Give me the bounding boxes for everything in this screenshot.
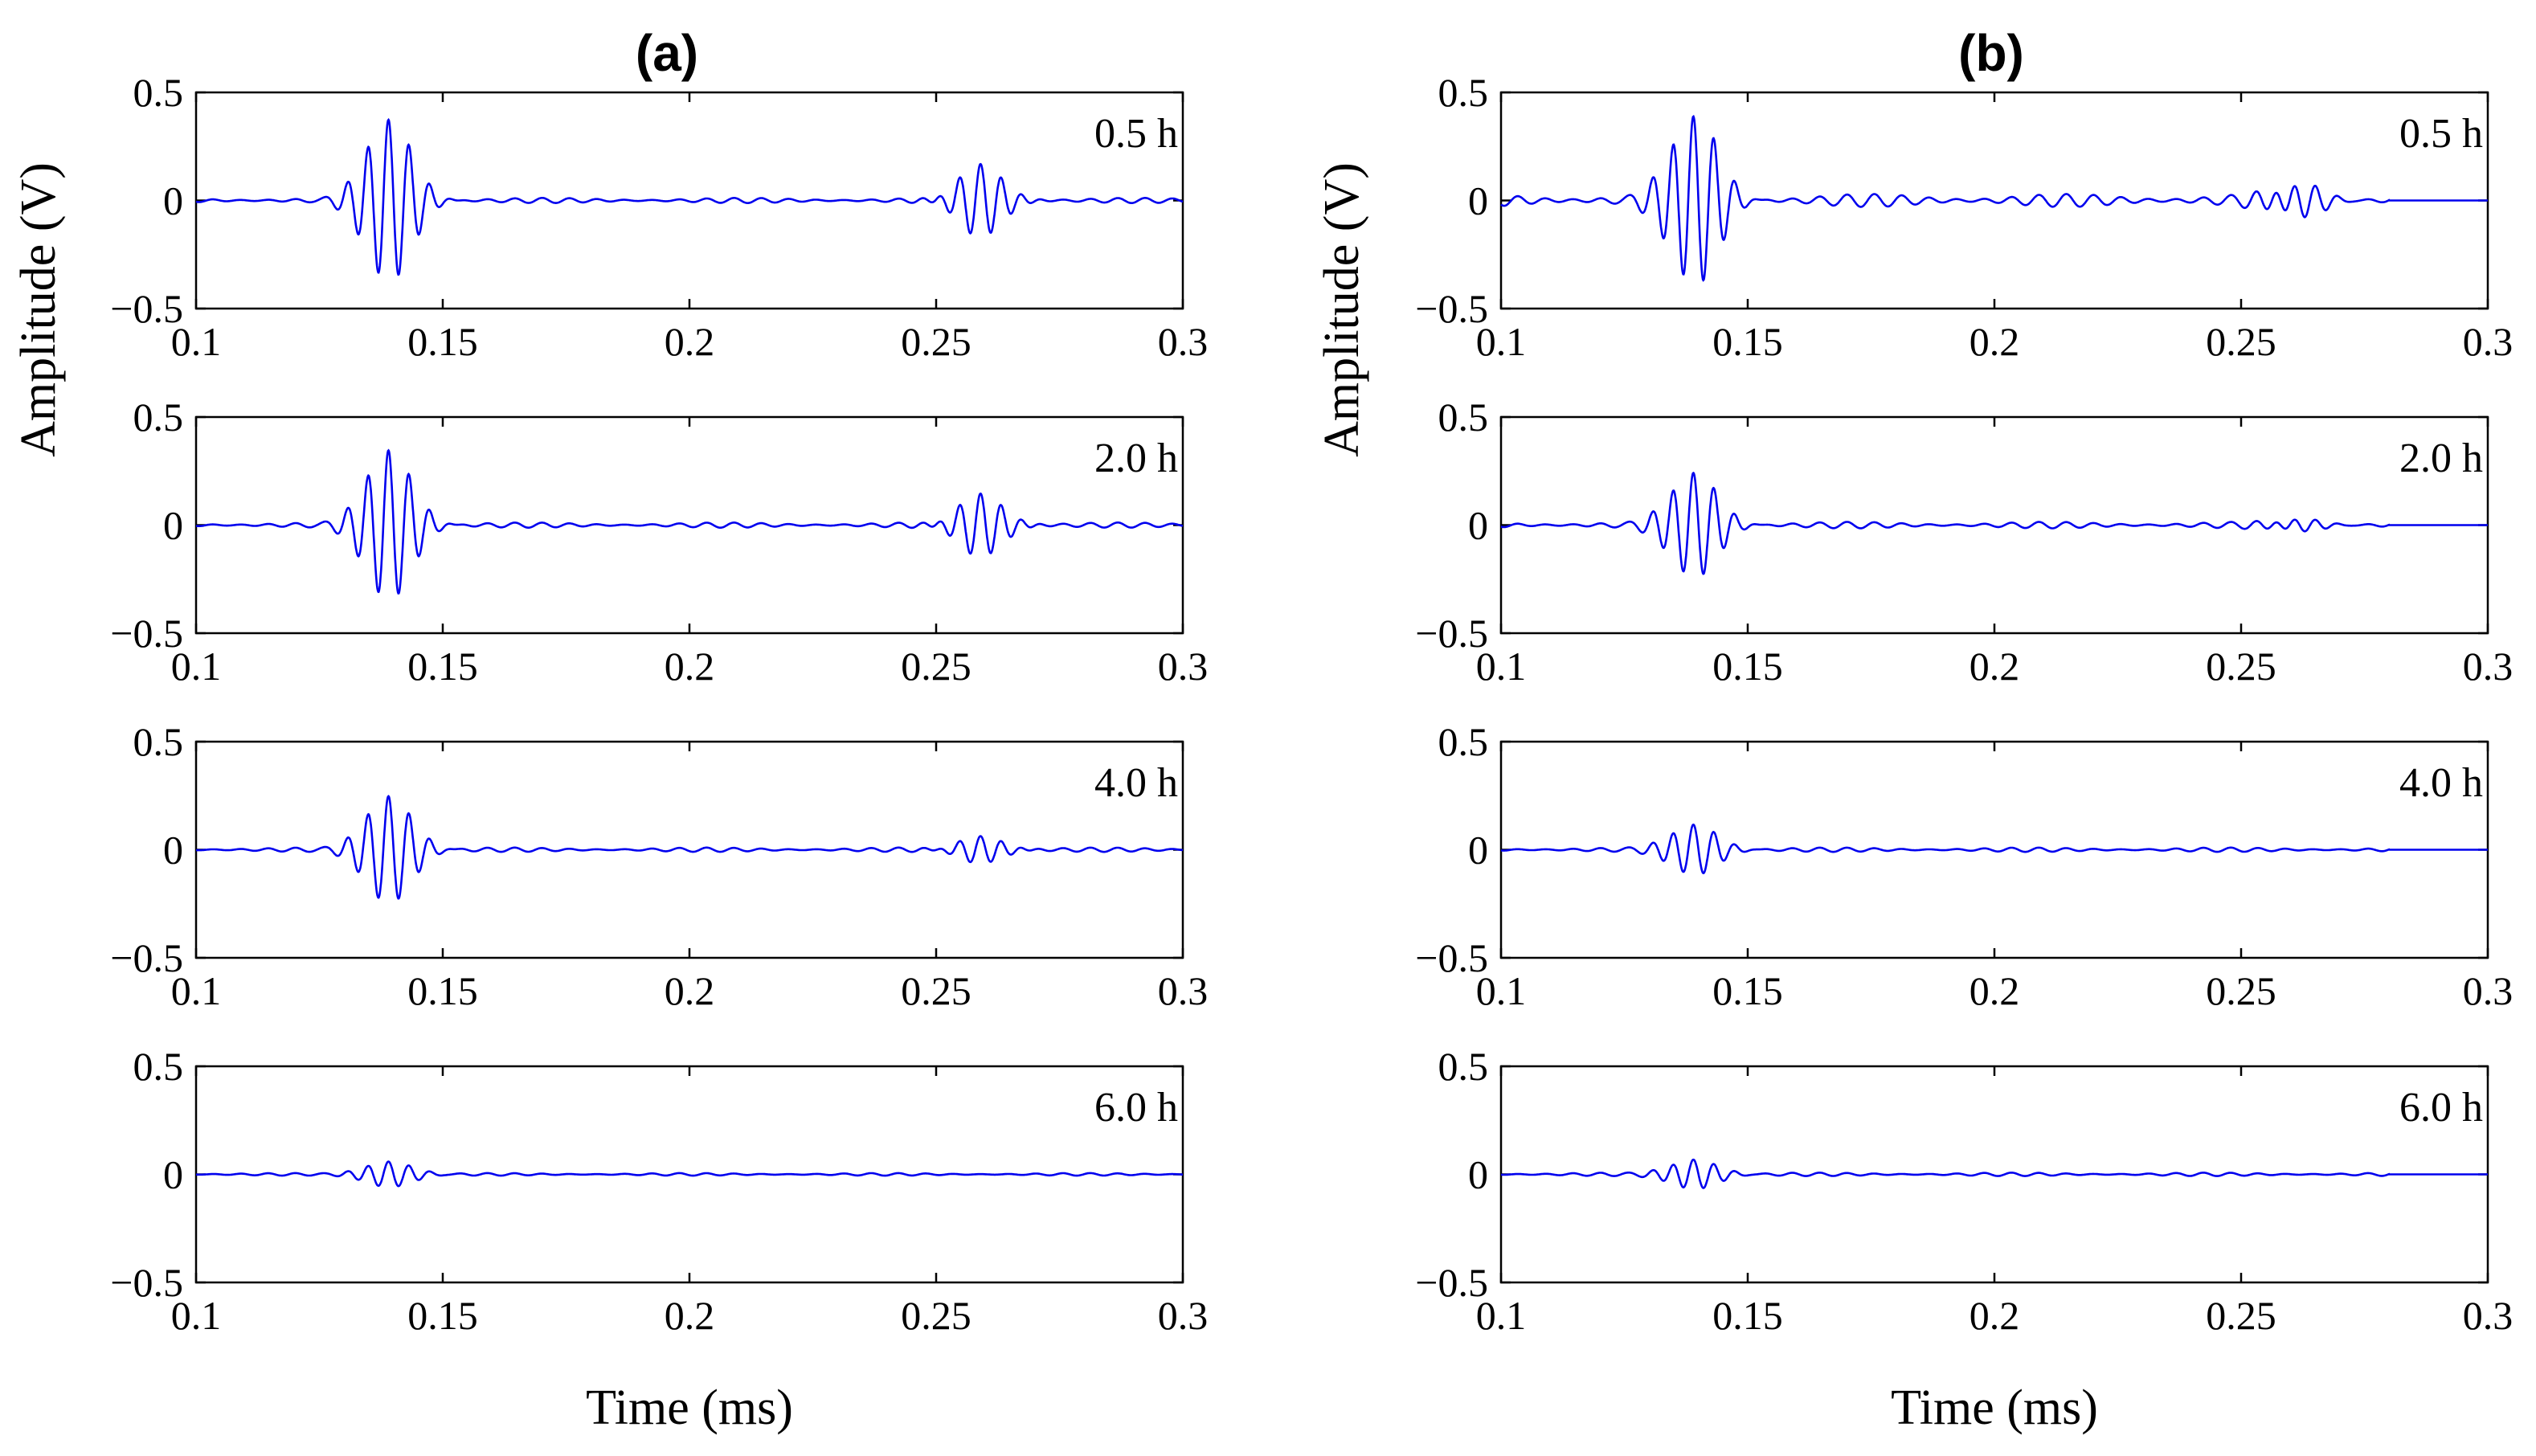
subplot-0-1: 0.1 0.15 0.2 0.25 0.3 −0.5 0 0.5 2.0 h: [110, 395, 1208, 689]
panel-title-0: (a): [636, 24, 698, 82]
subplot-1-1: 0.1 0.15 0.2 0.25 0.3 −0.5 0 0.5 2.0 h: [1415, 395, 2513, 689]
y-tick-label: 0.5: [133, 395, 184, 440]
x-tick-label: 0.15: [1712, 1293, 1783, 1338]
x-tick-label: 0.3: [2463, 644, 2514, 689]
y-tick-label: −0.5: [110, 286, 183, 331]
time-tag-label: 6.0 h: [2399, 1085, 2483, 1131]
x-tick-label: 0.2: [665, 644, 715, 689]
y-tick-label: −0.5: [1415, 286, 1488, 331]
x-tick-label: 0.2: [1969, 319, 2020, 364]
y-tick-label: 0.5: [133, 70, 184, 115]
y-tick-label: −0.5: [1415, 611, 1488, 656]
x-tick-label: 0.1: [1476, 1293, 1527, 1338]
y-tick-label: 0.5: [1438, 1044, 1489, 1089]
y-tick-label: −0.5: [1415, 935, 1488, 980]
y-tick-label: 0.5: [133, 719, 184, 764]
x-tick-label: 0.15: [407, 644, 478, 689]
x-tick-label: 0.2: [665, 319, 715, 364]
time-tag-label: 2.0 h: [1094, 436, 1178, 481]
y-tick-label: 0.5: [1438, 719, 1489, 764]
waveform-line-4.0-h: [1500, 823, 2488, 874]
y-tick-label: 0: [163, 503, 183, 548]
x-tick-label: 0.1: [171, 644, 222, 689]
x-tick-label: 0.15: [407, 319, 478, 364]
x-tick-label: 0.2: [1969, 968, 2020, 1013]
x-tick-label: 0.3: [2463, 319, 2514, 364]
y-tick-label: −0.5: [1415, 1260, 1488, 1305]
waveform-line-4.0-h: [196, 795, 1184, 900]
time-tag-label: 6.0 h: [1094, 1085, 1178, 1131]
x-tick-label: 0.2: [665, 1293, 715, 1338]
x-tick-label: 0.15: [1712, 644, 1783, 689]
x-tick-label: 0.3: [1158, 319, 1209, 364]
y-tick-label: −0.5: [110, 1260, 183, 1305]
x-tick-label: 0.1: [171, 1293, 222, 1338]
y-tick-label: 0.5: [1438, 70, 1489, 115]
x-tick-label: 0.1: [1476, 319, 1527, 364]
y-axis-label-1: Amplitude (V): [1315, 162, 1369, 457]
x-tick-label: 0.1: [1476, 644, 1527, 689]
x-tick-label: 0.1: [171, 968, 222, 1013]
y-tick-label: 0: [163, 1152, 183, 1197]
x-axis-label-1: Time (ms): [1891, 1380, 2098, 1435]
x-tick-label: 0.3: [1158, 968, 1209, 1013]
subplot-1-2: 0.1 0.15 0.2 0.25 0.3 −0.5 0 0.5 4.0 h: [1415, 719, 2513, 1013]
y-tick-label: 0: [163, 828, 183, 873]
x-tick-label: 0.2: [1969, 644, 2020, 689]
x-tick-label: 0.1: [171, 319, 222, 364]
y-axis-label-0: Amplitude (V): [11, 162, 66, 457]
x-tick-label: 0.3: [2463, 968, 2514, 1013]
y-tick-label: −0.5: [110, 611, 183, 656]
x-tick-label: 0.2: [665, 968, 715, 1013]
x-tick-label: 0.25: [2206, 968, 2276, 1013]
x-tick-label: 0.25: [901, 1293, 971, 1338]
x-tick-label: 0.15: [407, 968, 478, 1013]
time-tag-label: 4.0 h: [2399, 760, 2483, 806]
waveform-line-2.0-h: [196, 448, 1184, 595]
panel-title-1: (b): [1958, 24, 2024, 82]
time-tag-label: 4.0 h: [1094, 760, 1178, 806]
x-tick-label: 0.25: [901, 319, 971, 364]
subplot-0-3: 0.1 0.15 0.2 0.25 0.3 −0.5 0 0.5 6.0 h: [110, 1044, 1208, 1338]
x-tick-label: 0.25: [901, 968, 971, 1013]
axes-box: [1499, 415, 2489, 635]
y-tick-label: 0: [1468, 178, 1488, 223]
x-tick-label: 0.25: [2206, 644, 2276, 689]
time-tag-label: 2.0 h: [2399, 436, 2483, 481]
x-tick-label: 0.2: [1969, 1293, 2020, 1338]
x-tick-label: 0.15: [1712, 968, 1783, 1013]
time-tag-label: 0.5 h: [1094, 111, 1178, 157]
waveform-line-0.5-h: [1500, 114, 2488, 282]
x-axis-label-0: Time (ms): [586, 1380, 793, 1435]
time-tag-label: 0.5 h: [2399, 111, 2483, 157]
y-tick-label: 0.5: [1438, 395, 1489, 440]
x-tick-label: 0.25: [901, 644, 971, 689]
subplot-1-0: 0.1 0.15 0.2 0.25 0.3 −0.5 0 0.5 0.5 h: [1415, 70, 2513, 364]
y-tick-label: 0.5: [133, 1044, 184, 1089]
subplot-0-2: 0.1 0.15 0.2 0.25 0.3 −0.5 0 0.5 4.0 h: [110, 719, 1208, 1013]
x-tick-label: 0.15: [1712, 319, 1783, 364]
x-tick-label: 0.25: [2206, 319, 2276, 364]
y-tick-label: 0: [163, 178, 183, 223]
axes-box: [1499, 91, 2489, 310]
waveform-line-6.0-h: [196, 1160, 1183, 1188]
waveform-line-0.5-h: [195, 117, 1184, 276]
y-tick-label: 0: [1468, 1152, 1488, 1197]
y-tick-label: 0: [1468, 828, 1488, 873]
y-tick-label: −0.5: [110, 935, 183, 980]
x-tick-label: 0.3: [1158, 644, 1209, 689]
waveform-line-6.0-h: [1501, 1158, 2488, 1189]
x-tick-label: 0.3: [1158, 1293, 1209, 1338]
subplot-1-3: 0.1 0.15 0.2 0.25 0.3 −0.5 0 0.5 6.0 h: [1415, 1044, 2513, 1338]
x-tick-label: 0.25: [2206, 1293, 2276, 1338]
x-tick-label: 0.3: [2463, 1293, 2514, 1338]
x-tick-label: 0.1: [1476, 968, 1527, 1013]
y-tick-label: 0: [1468, 503, 1488, 548]
subplot-0-0: 0.1 0.15 0.2 0.25 0.3 −0.5 0 0.5 0.5 h: [110, 70, 1208, 364]
x-tick-label: 0.15: [407, 1293, 478, 1338]
waveform-line-2.0-h: [1500, 471, 2488, 575]
